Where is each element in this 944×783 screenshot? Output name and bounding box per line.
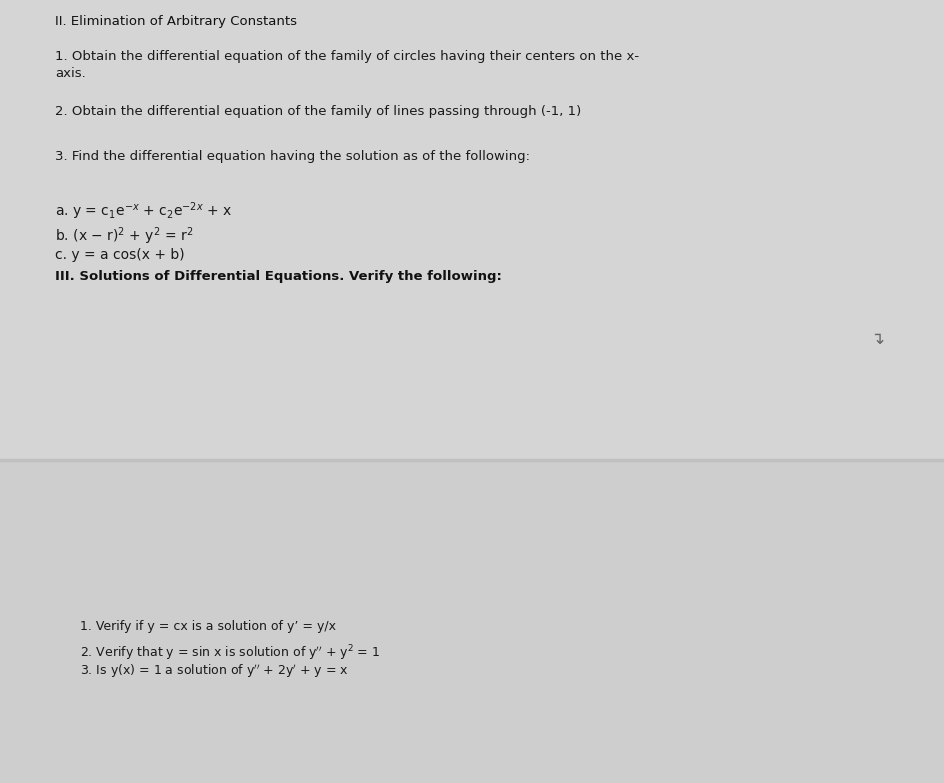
Text: 3. Find the differential equation having the solution as of the following:: 3. Find the differential equation having… [55,150,530,163]
Text: 2. Obtain the differential equation of the family of lines passing through (-1, : 2. Obtain the differential equation of t… [55,105,581,118]
Text: 3. Is y(x) = 1 a solution of y$''$ + 2y$'$ + y = x: 3. Is y(x) = 1 a solution of y$''$ + 2y$… [80,663,348,680]
FancyBboxPatch shape [0,0,944,460]
Text: III. Solutions of Differential Equations. Verify the following:: III. Solutions of Differential Equations… [55,270,501,283]
Text: II. Elimination of Arbitrary Constants: II. Elimination of Arbitrary Constants [55,15,296,28]
Text: c. y = a cos(x + b): c. y = a cos(x + b) [55,248,184,262]
Text: 1. Verify if y = cx is a solution of y’ = y/x: 1. Verify if y = cx is a solution of y’ … [80,620,336,633]
Text: a. y = c$_1$e$^{-x}$ + c$_2$e$^{-2x}$ + x: a. y = c$_1$e$^{-x}$ + c$_2$e$^{-2x}$ + … [55,200,232,222]
Text: axis.: axis. [55,67,86,80]
Text: 2. Verify that y = sin x is solution of y$''$ + y$^2$ = 1: 2. Verify that y = sin x is solution of … [80,643,379,662]
Text: ↴: ↴ [869,330,883,348]
FancyBboxPatch shape [0,460,944,783]
Text: 1. Obtain the differential equation of the family of circles having their center: 1. Obtain the differential equation of t… [55,50,638,63]
Text: b. (x $-$ r)$^2$ + y$^2$ = r$^2$: b. (x $-$ r)$^2$ + y$^2$ = r$^2$ [55,225,194,247]
